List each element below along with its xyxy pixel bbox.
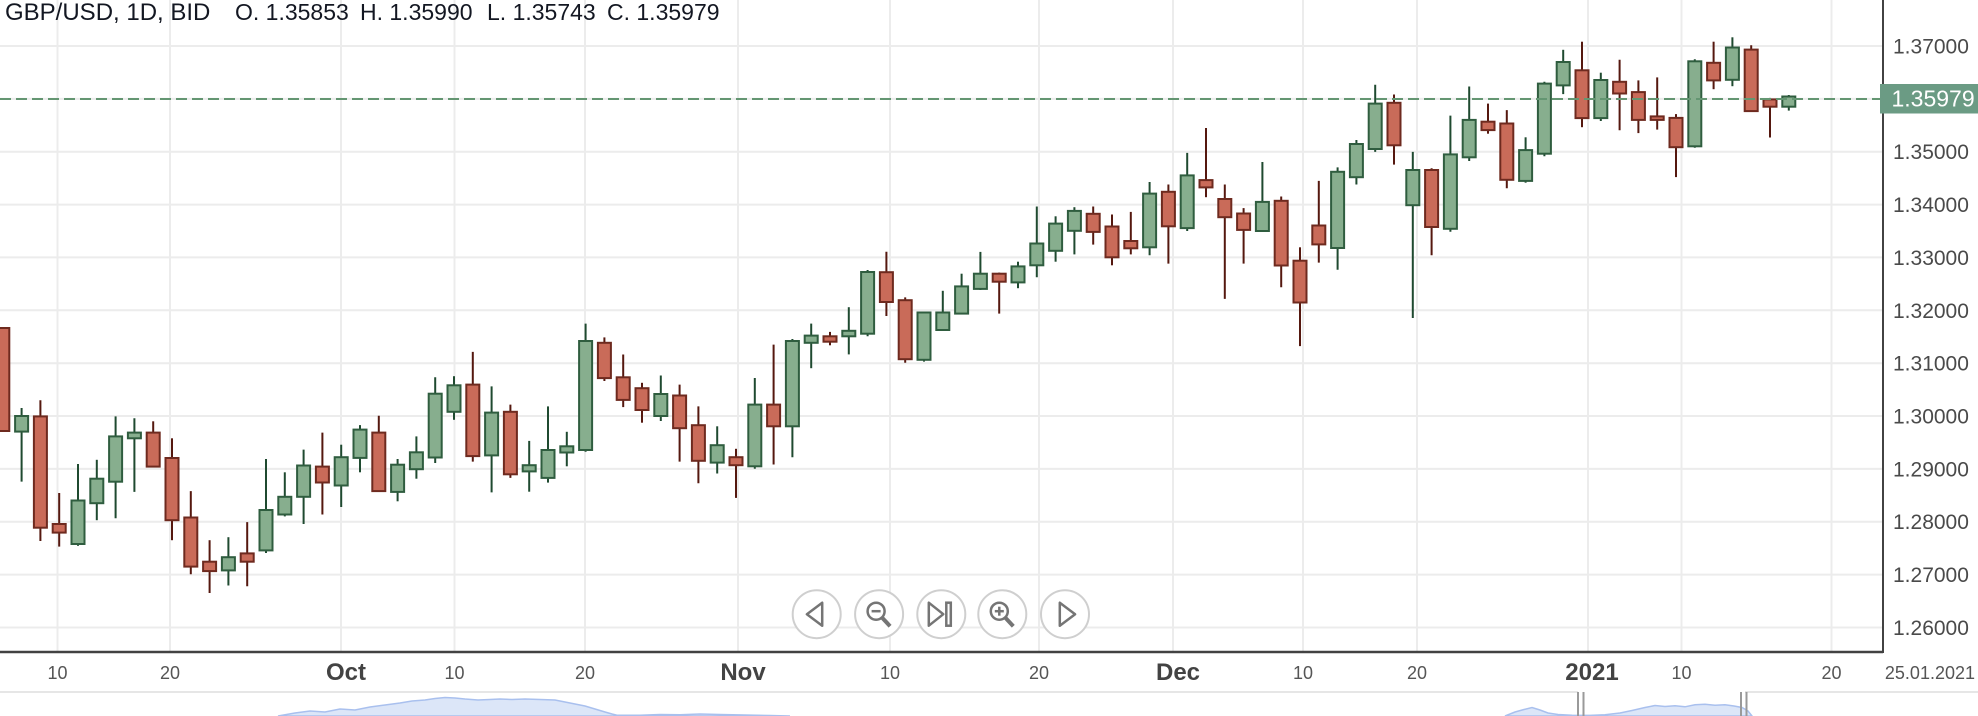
svg-text:1.32000: 1.32000 <box>1893 300 1969 323</box>
svg-text:10: 10 <box>1293 663 1313 683</box>
svg-text:C. 1.35979: C. 1.35979 <box>607 0 720 25</box>
svg-text:10: 10 <box>47 663 67 683</box>
svg-text:25.01.2021: 25.01.2021 <box>1885 663 1975 683</box>
svg-text:1.28000: 1.28000 <box>1893 511 1969 534</box>
svg-text:20: 20 <box>1821 663 1841 683</box>
svg-text:20: 20 <box>1029 663 1049 683</box>
svg-text:1.37000: 1.37000 <box>1893 36 1969 59</box>
svg-text:Oct: Oct <box>326 659 366 686</box>
svg-text:1.33000: 1.33000 <box>1893 247 1969 270</box>
svg-text:1.26000: 1.26000 <box>1893 617 1969 640</box>
svg-text:1.29000: 1.29000 <box>1893 458 1969 481</box>
svg-text:20: 20 <box>1407 663 1427 683</box>
svg-text:GBP/USD, 1D, BID: GBP/USD, 1D, BID <box>5 0 210 26</box>
svg-text:L. 1.35743: L. 1.35743 <box>487 0 596 25</box>
svg-text:1.35000: 1.35000 <box>1893 141 1969 164</box>
svg-text:10: 10 <box>444 663 464 683</box>
svg-text:10: 10 <box>1671 663 1691 683</box>
svg-text:1.34000: 1.34000 <box>1893 194 1969 217</box>
svg-text:1.30000: 1.30000 <box>1893 406 1969 429</box>
svg-text:1.35979: 1.35979 <box>1892 86 1975 112</box>
svg-text:Nov: Nov <box>720 659 766 686</box>
svg-text:20: 20 <box>575 663 595 683</box>
svg-text:2021: 2021 <box>1565 659 1618 686</box>
svg-text:1.31000: 1.31000 <box>1893 353 1969 376</box>
svg-text:20: 20 <box>160 663 180 683</box>
svg-text:Dec: Dec <box>1156 659 1200 686</box>
svg-text:O. 1.35853: O. 1.35853 <box>235 0 349 25</box>
svg-text:10: 10 <box>880 663 900 683</box>
svg-text:H. 1.35990: H. 1.35990 <box>360 0 473 25</box>
svg-text:1.27000: 1.27000 <box>1893 564 1969 587</box>
